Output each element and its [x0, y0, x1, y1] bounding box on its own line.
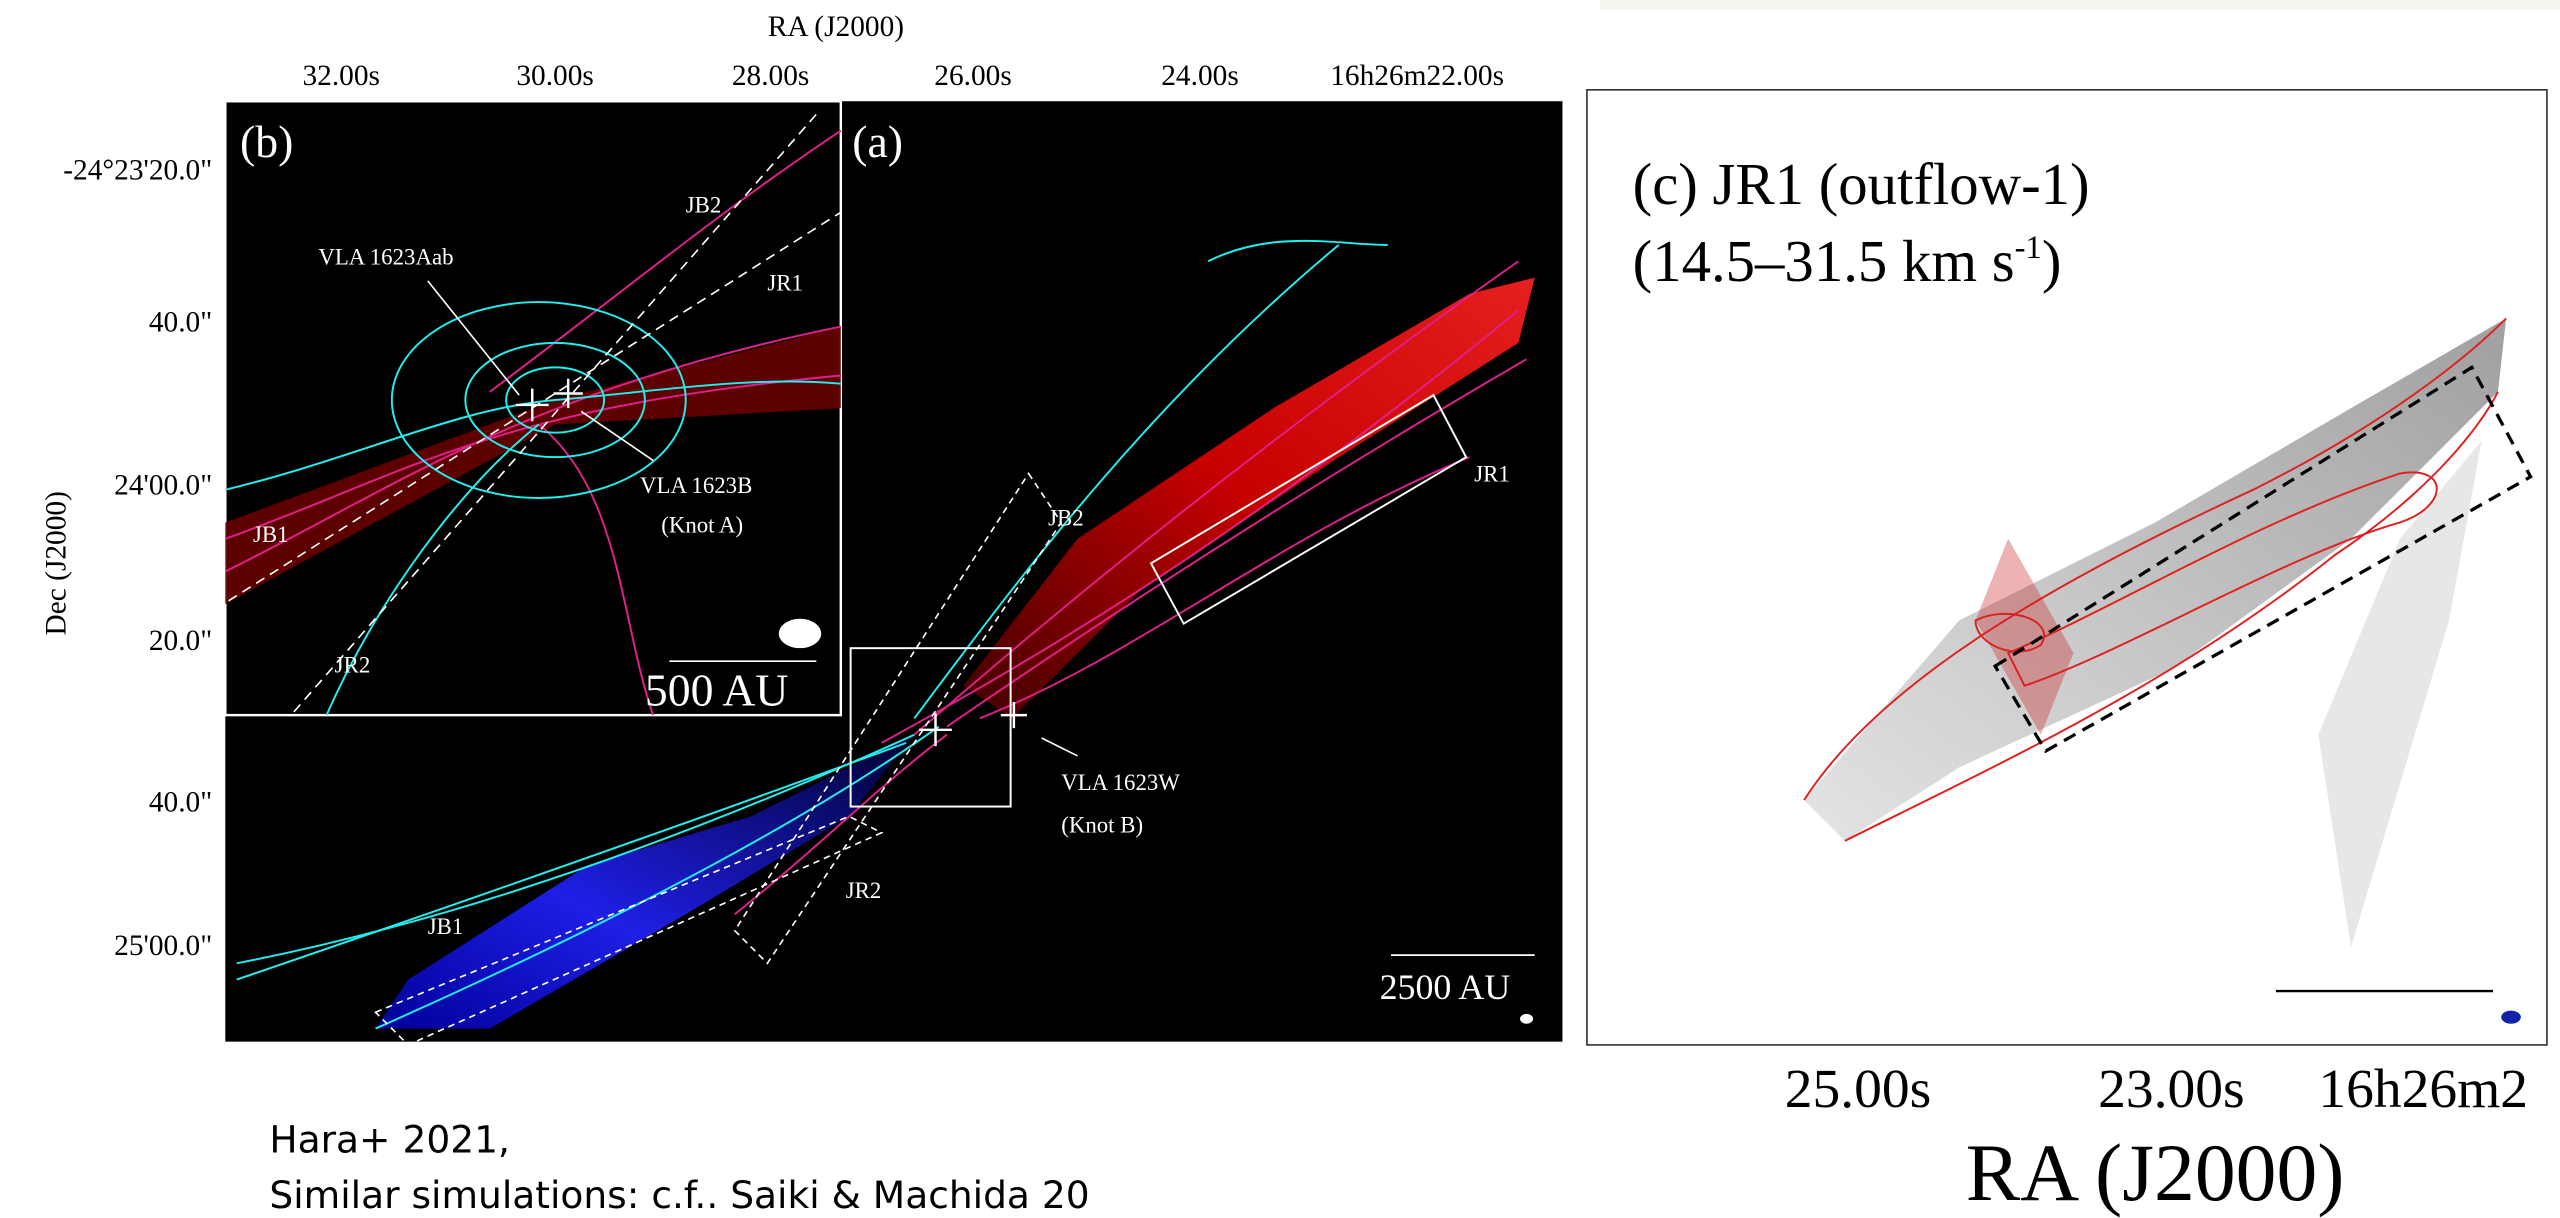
annotation: JB2: [1048, 506, 1084, 531]
annotation: JR1: [767, 271, 803, 296]
x-tick-label: 24.00s: [1161, 60, 1239, 92]
subtitle-end: ): [2042, 229, 2062, 294]
subtitle-sup: -1: [2015, 230, 2042, 266]
annotation: (Knot A): [661, 512, 743, 537]
strip: [1600, 0, 2560, 10]
annotation: JB1: [428, 914, 464, 939]
x-tick-label: 25.00s: [1785, 1059, 1931, 1120]
scale-bar-label: 2500 AU: [1380, 967, 1511, 1007]
y-tick-label: 40.0": [149, 306, 212, 338]
annotation: JB1: [253, 522, 289, 547]
annotation: VLA 1623B: [640, 473, 752, 498]
y-axis-title: Dec (J2000): [40, 491, 72, 635]
annotation: JR2: [846, 878, 882, 903]
panel-label: (b): [240, 116, 293, 167]
annotation: (Knot B): [1061, 813, 1143, 838]
y-tick-label: 20.0": [149, 625, 212, 657]
y-tick-label: 25'00.0": [114, 930, 212, 962]
x-tick-label: 28.00s: [732, 60, 810, 92]
x-tick-label: 30.00s: [516, 60, 594, 92]
x-tick-label: 23.00s: [2098, 1059, 2244, 1120]
panel-c: (c) JR1 (outflow-1) (14.5–31.5 km s-1): [1586, 89, 2548, 1046]
annotation: JB2: [686, 192, 722, 217]
panel-b: (b) JB2 JR1 VLA 1623Aab VLA 1623B (Knot …: [224, 100, 843, 717]
caption-line: Hara+ 2021,: [269, 1118, 510, 1162]
x-tick-label: 32.00s: [302, 60, 380, 92]
annotation: VLA 1623W: [1061, 770, 1180, 795]
annotation: JR2: [335, 653, 371, 678]
y-tick-label: 24'00.0": [114, 470, 212, 502]
scale-bar-label: 500 AU: [645, 664, 788, 715]
subtitle-main: (14.5–31.5 km s: [1633, 229, 2015, 294]
panel-subtitle: (14.5–31.5 km s-1): [1633, 229, 2062, 294]
x-axis-title: RA (J2000): [768, 11, 904, 43]
x-tick-label: 16h26m22.00s: [1330, 60, 1504, 92]
panel-label: (a): [852, 116, 903, 167]
caption-line: Similar simulations: c.f.. Saiki & Machi…: [269, 1173, 1089, 1217]
y-tick-label: -24°23'20.0": [63, 155, 212, 187]
annotation: VLA 1623Aab: [318, 245, 453, 270]
x-tick-label: 16h26m2: [2318, 1059, 2528, 1120]
x-tick-label: 26.00s: [934, 60, 1012, 92]
panel-title: (c) JR1 (outflow-1): [1633, 152, 2090, 217]
annotation: JR1: [1474, 462, 1510, 487]
x-axis-title: RA (J2000): [1966, 1127, 2345, 1218]
y-tick-label: 40.0": [149, 786, 212, 818]
